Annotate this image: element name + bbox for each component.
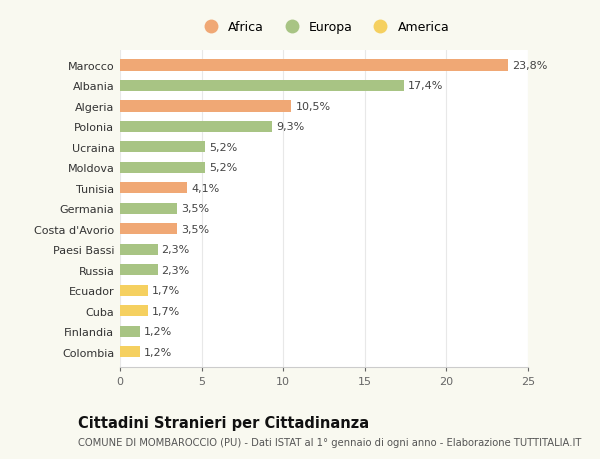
Text: 3,5%: 3,5% — [181, 204, 209, 214]
Bar — [120, 224, 177, 235]
Bar — [120, 162, 205, 174]
Bar — [120, 326, 140, 337]
Text: 9,3%: 9,3% — [276, 122, 304, 132]
Text: 3,5%: 3,5% — [181, 224, 209, 234]
Text: 10,5%: 10,5% — [295, 102, 331, 112]
Bar — [120, 142, 205, 153]
Text: 5,2%: 5,2% — [209, 163, 237, 173]
Text: 1,7%: 1,7% — [152, 306, 180, 316]
Bar — [120, 285, 148, 296]
Text: 1,2%: 1,2% — [143, 326, 172, 336]
Bar — [120, 203, 177, 214]
Text: 1,7%: 1,7% — [152, 285, 180, 296]
Legend: Africa, Europa, America: Africa, Europa, America — [196, 19, 452, 37]
Bar — [120, 122, 272, 133]
Text: 5,2%: 5,2% — [209, 143, 237, 152]
Text: 2,3%: 2,3% — [161, 265, 190, 275]
Text: 17,4%: 17,4% — [408, 81, 443, 91]
Bar — [120, 81, 404, 92]
Bar — [120, 60, 508, 72]
Bar — [120, 346, 140, 358]
Text: 1,2%: 1,2% — [143, 347, 172, 357]
Text: Cittadini Stranieri per Cittadinanza: Cittadini Stranieri per Cittadinanza — [78, 415, 369, 431]
Bar — [120, 183, 187, 194]
Text: 23,8%: 23,8% — [512, 61, 548, 71]
Bar — [120, 264, 158, 276]
Bar — [120, 244, 158, 255]
Bar — [120, 101, 292, 112]
Bar — [120, 305, 148, 317]
Text: 2,3%: 2,3% — [161, 245, 190, 255]
Text: COMUNE DI MOMBAROCCIO (PU) - Dati ISTAT al 1° gennaio di ogni anno - Elaborazion: COMUNE DI MOMBAROCCIO (PU) - Dati ISTAT … — [78, 437, 581, 447]
Text: 4,1%: 4,1% — [191, 184, 219, 193]
